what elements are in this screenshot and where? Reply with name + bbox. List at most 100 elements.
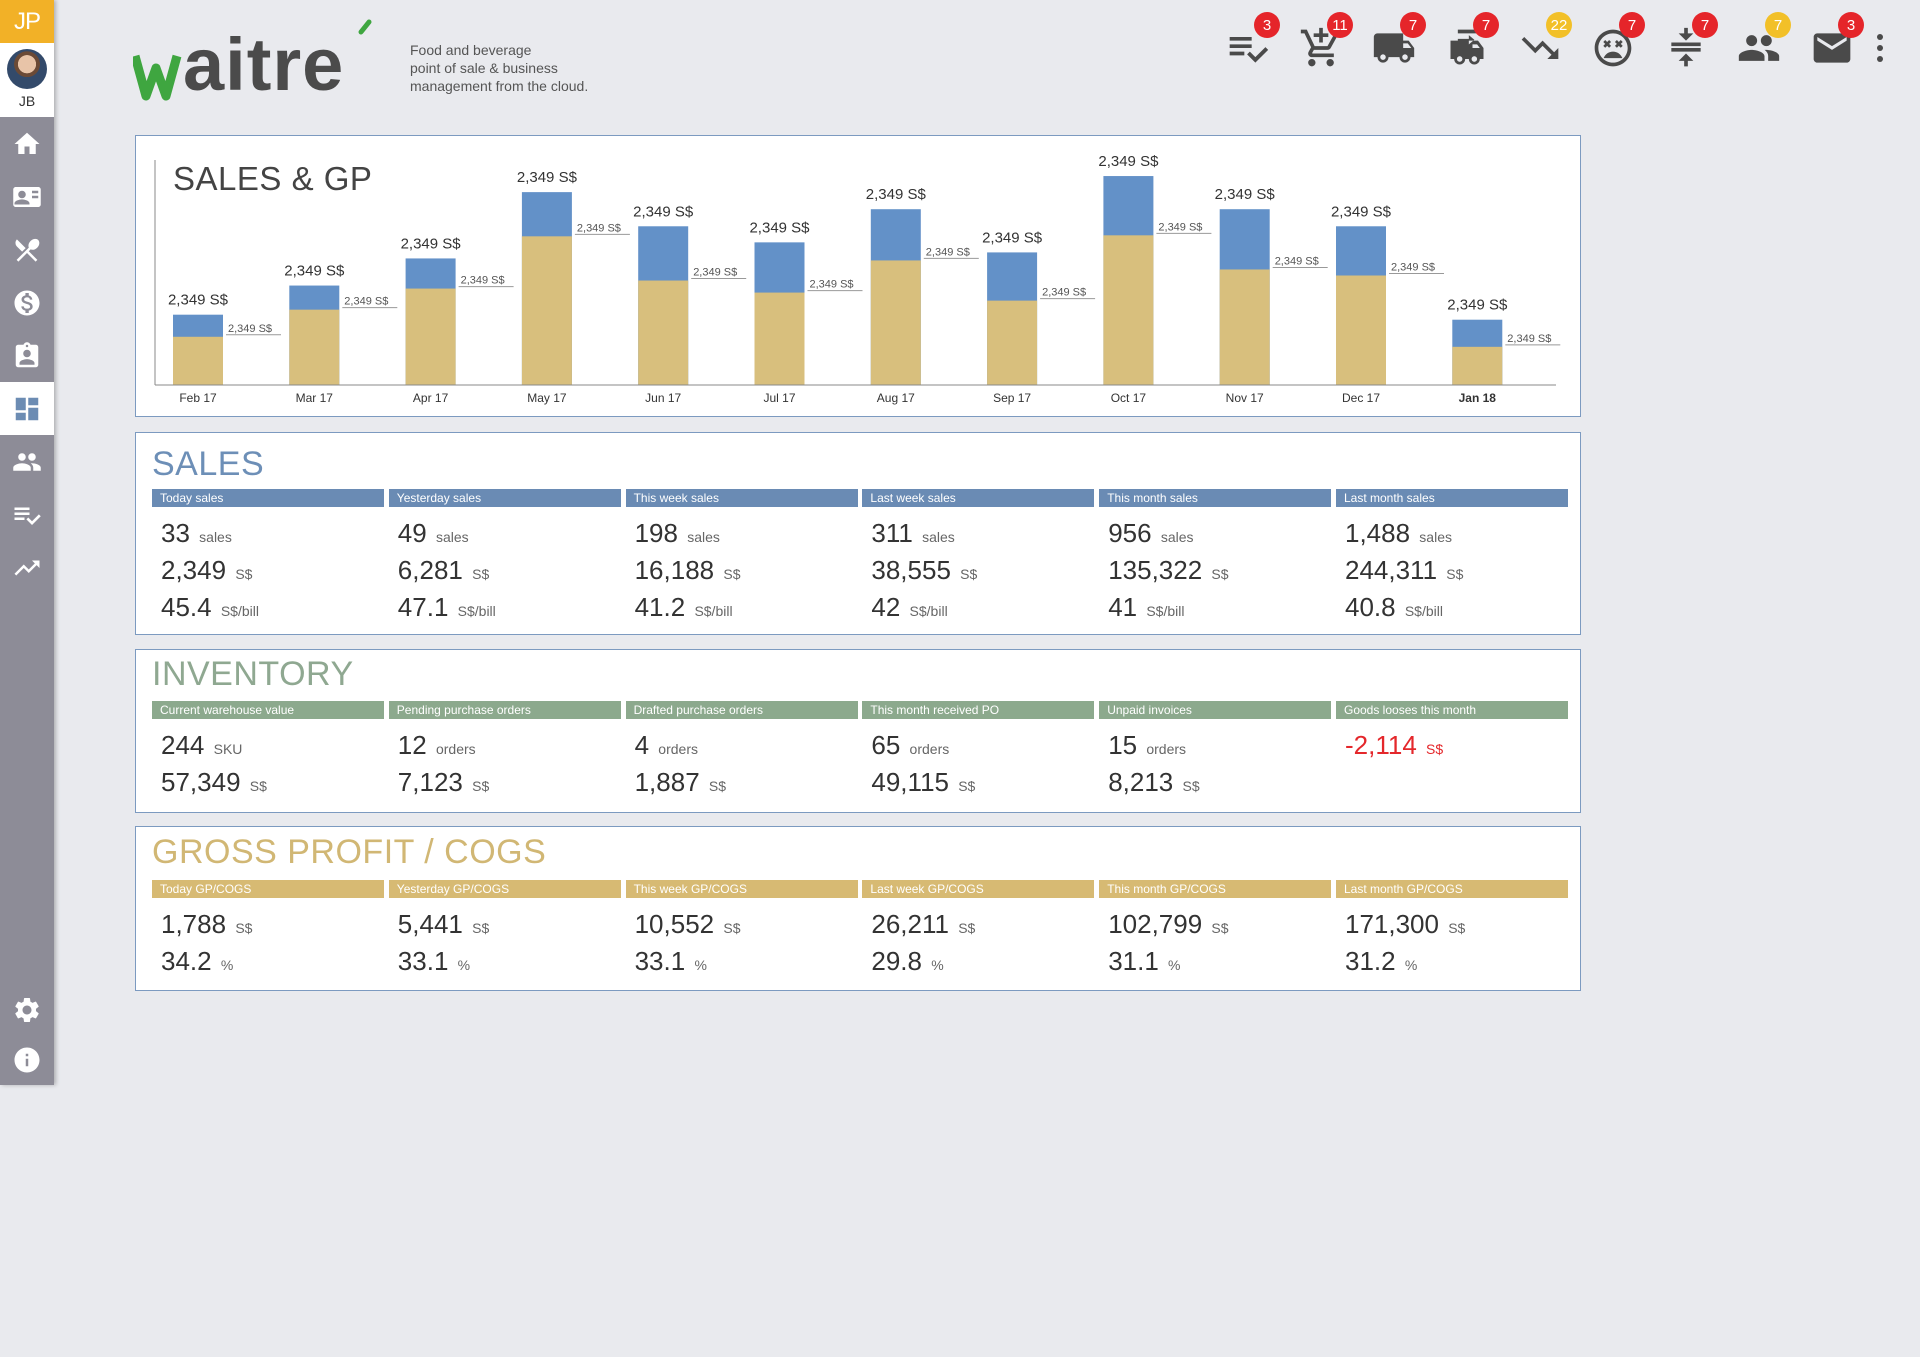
- bar-gp: [173, 336, 223, 385]
- bar-gp: [1103, 235, 1154, 385]
- stat-card-drafted-po[interactable]: Drafted purchase orders 4 orders 1,887 S…: [625, 701, 858, 803]
- stat-card-pending-po[interactable]: Pending purchase orders 12 orders 7,123 …: [388, 701, 621, 803]
- sidebar-item-dashboard[interactable]: [0, 382, 54, 435]
- x-tick-label: Jan 18: [1459, 391, 1497, 405]
- stat-unit: sales: [1160, 529, 1194, 545]
- mail-icon: [1813, 33, 1850, 63]
- stat-unit: orders: [909, 741, 950, 757]
- top-toolbar: 3 11 7 7 22 7 7 7 3: [1211, 12, 1892, 70]
- stat-unit: S$: [1448, 920, 1466, 936]
- notification-badge: 7: [1765, 12, 1791, 38]
- stat-value: 311: [871, 518, 913, 548]
- sidebar-item-home[interactable]: [0, 117, 54, 170]
- stat-value: 7,123: [397, 767, 463, 797]
- sidebar-item-staff[interactable]: [0, 435, 54, 488]
- bar-gp: [1452, 346, 1503, 385]
- sidebar-item-analytics[interactable]: [0, 541, 54, 594]
- stat-label: Last month GP/COGS: [1335, 880, 1568, 898]
- stat-unit: S$: [235, 920, 253, 936]
- app-logo[interactable]: aitre: [130, 16, 383, 111]
- messages-button[interactable]: 3: [1795, 12, 1868, 70]
- stat-value: 171,300: [1344, 909, 1439, 939]
- notification-badge: 7: [1619, 12, 1645, 38]
- stat-unit: S$: [723, 920, 741, 936]
- sidebar-item-menu[interactable]: [0, 223, 54, 276]
- stat-card-this-month-gp[interactable]: This month GP/COGS 102,799 S$ 31.1 %: [1099, 880, 1332, 982]
- tasks-button[interactable]: 3: [1211, 12, 1284, 70]
- stat-card-this-month-sales[interactable]: This month sales 956 sales 135,322 S$ 41…: [1099, 489, 1332, 628]
- stat-value: 29.8: [871, 946, 922, 976]
- stat-card-today-gp[interactable]: Today GP/COGS 1,788 S$ 34.2 %: [152, 880, 384, 982]
- stat-value: 12: [397, 730, 427, 760]
- stat-value: 8,213: [1108, 767, 1174, 797]
- brand-tile[interactable]: JP: [0, 0, 54, 43]
- stat-unit: orders: [435, 741, 476, 757]
- data-label-total: 2,349 S$: [517, 169, 578, 186]
- stat-value: 198: [634, 518, 678, 548]
- losses-button[interactable]: 22: [1503, 12, 1576, 70]
- sidebar-item-tasks[interactable]: [0, 488, 54, 541]
- data-label-gp: 2,349 S$: [228, 323, 272, 335]
- stat-value: 1,488: [1344, 518, 1411, 548]
- stat-value: 45.4: [161, 592, 212, 622]
- data-label-gp: 2,349 S$: [810, 279, 854, 291]
- transfers-button[interactable]: 7: [1430, 12, 1503, 70]
- stat-value: 102,799: [1108, 909, 1203, 939]
- stat-value: 41: [1108, 592, 1138, 622]
- deliveries-button[interactable]: 7: [1357, 12, 1430, 70]
- stat-value: 244,311: [1344, 555, 1438, 585]
- purchase-orders-button[interactable]: 11: [1284, 12, 1357, 70]
- complaints-button[interactable]: 7: [1576, 12, 1649, 70]
- user-profile[interactable]: JB: [0, 43, 54, 117]
- stat-label: Current warehouse value: [152, 701, 384, 719]
- sidebar-item-finance[interactable]: [0, 276, 54, 329]
- stat-label: Last week sales: [862, 489, 1095, 507]
- data-label-total: 2,349 S$: [1215, 186, 1276, 203]
- x-tick-label: Jul 17: [763, 391, 795, 405]
- more-menu-button[interactable]: [1868, 26, 1892, 70]
- x-tick-label: Mar 17: [296, 391, 334, 405]
- stats-row: Today GP/COGS 1,788 S$ 34.2 % Yesterday …: [152, 880, 1568, 982]
- sidebar-item-contacts[interactable]: [0, 170, 54, 223]
- staff-button[interactable]: 7: [1722, 12, 1795, 70]
- stat-card-received-po[interactable]: This month received PO 65 orders 49,115 …: [862, 701, 1095, 803]
- section-title: INVENTORY: [152, 655, 354, 693]
- avatar[interactable]: [7, 49, 47, 89]
- bar-gp: [754, 292, 805, 385]
- adjustments-button[interactable]: 7: [1649, 12, 1722, 70]
- bar-gp: [1336, 275, 1386, 385]
- sidebar-item-info[interactable]: [0, 1035, 54, 1085]
- stat-value: 2,349: [161, 555, 227, 585]
- x-tick-label: Nov 17: [1226, 391, 1264, 405]
- stat-card-last-week-sales[interactable]: Last week sales 311 sales 38,555 S$ 42 S…: [862, 489, 1095, 628]
- stat-label: Goods looses this month: [1335, 701, 1568, 719]
- data-label-total: 2,349 S$: [284, 263, 345, 280]
- stat-value: 57,349: [161, 767, 241, 797]
- data-label-total: 2,349 S$: [168, 292, 229, 309]
- stat-card-goods-losses[interactable]: Goods looses this month -2,114 S$: [1335, 701, 1568, 803]
- stat-card-last-week-gp[interactable]: Last week GP/COGS 26,211 S$ 29.8 %: [862, 880, 1095, 982]
- stat-card-warehouse-value[interactable]: Current warehouse value 244 SKU 57,349 S…: [152, 701, 384, 803]
- stat-unit: S$: [1182, 778, 1200, 794]
- stat-card-yesterday-gp[interactable]: Yesterday GP/COGS 5,441 S$ 33.1 %: [388, 880, 621, 982]
- sidebar-item-reports[interactable]: [0, 329, 54, 382]
- stat-card-unpaid-invoices[interactable]: Unpaid invoices 15 orders 8,213 S$: [1099, 701, 1332, 803]
- data-label-gp: 2,349 S$: [1158, 221, 1202, 233]
- stat-card-yesterday-sales[interactable]: Yesterday sales 49 sales 6,281 S$ 47.1 S…: [388, 489, 621, 628]
- stat-card-this-week-sales[interactable]: This week sales 198 sales 16,188 S$ 41.2…: [625, 489, 858, 628]
- stat-value: 49: [397, 518, 427, 548]
- stat-card-last-month-gp[interactable]: Last month GP/COGS 171,300 S$ 31.2 %: [1335, 880, 1568, 982]
- sidebar-item-settings[interactable]: [0, 985, 54, 1035]
- stat-value: -2,114: [1344, 730, 1417, 760]
- stat-card-this-week-gp[interactable]: This week GP/COGS 10,552 S$ 33.1 %: [625, 880, 858, 982]
- stat-value: 34.2: [161, 946, 212, 976]
- stat-card-today-sales[interactable]: Today sales 33 sales 2,349 S$ 45.4 S$/bi…: [152, 489, 384, 628]
- stat-card-last-month-sales[interactable]: Last month sales 1,488 sales 244,311 S$ …: [1335, 489, 1568, 628]
- x-tick-label: Aug 17: [877, 391, 915, 405]
- stat-value: 33: [161, 518, 190, 548]
- x-tick-label: Oct 17: [1111, 391, 1147, 405]
- checklist-icon: [1229, 37, 1268, 63]
- truck-icon: [1373, 33, 1414, 63]
- notification-badge: 3: [1254, 12, 1280, 38]
- bar-gp: [638, 280, 689, 385]
